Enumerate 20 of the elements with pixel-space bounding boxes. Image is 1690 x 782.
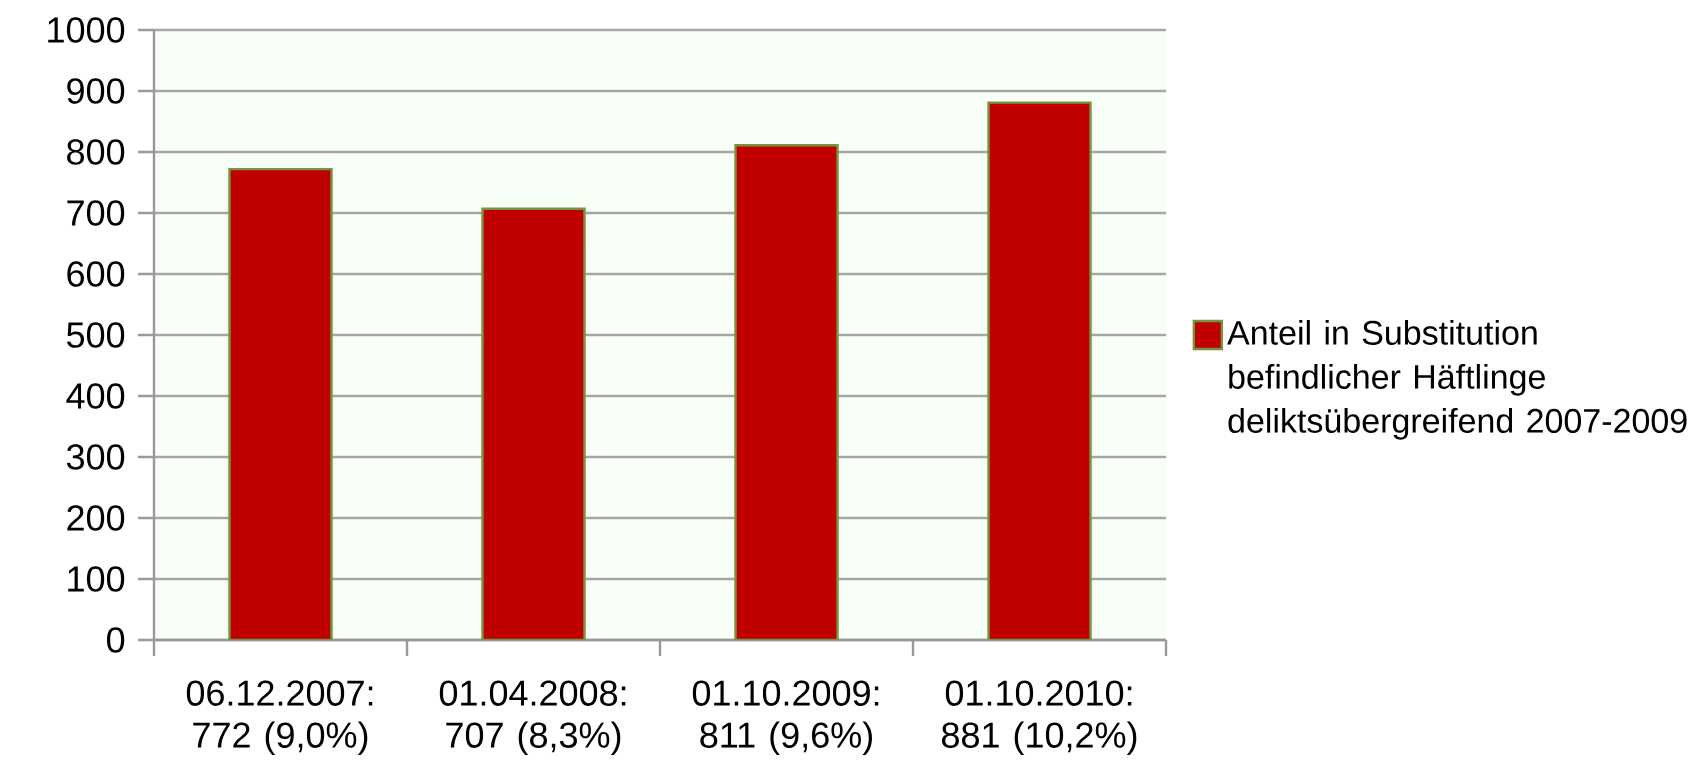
- bar: [987, 101, 1092, 640]
- x-tick-label: 01.10.2009: 811 (9,6%): [692, 680, 879, 755]
- bar: [481, 207, 586, 640]
- y-tick-label: 700: [67, 200, 125, 226]
- y-tick-label: 200: [67, 505, 125, 531]
- y-tick-label: 500: [66, 322, 125, 348]
- y-tick-label: 1000: [48, 17, 125, 43]
- y-tick-label: 900: [67, 78, 125, 104]
- x-tick-label: 01.04.2008: 707 (8,3%): [439, 680, 626, 755]
- bar: [228, 167, 333, 640]
- y-tick-label: 600: [67, 261, 125, 287]
- y-tick-label: 400: [66, 383, 125, 409]
- x-tick-label: 06.12.2007: 772 (9,0%): [186, 680, 373, 755]
- y-tick-label: 800: [67, 139, 125, 165]
- bar: [734, 144, 839, 640]
- legend-label: Anteil in Substitution befindlicher Häftlinge deliktsübergreifend 2007-2009: [1227, 319, 1687, 440]
- x-tick-label: 01.10.2010: 881 (10,2%): [942, 680, 1137, 755]
- y-tick-label: 300: [66, 444, 125, 470]
- y-tick-label: 0: [106, 627, 125, 653]
- y-tick-label: 100: [68, 566, 125, 592]
